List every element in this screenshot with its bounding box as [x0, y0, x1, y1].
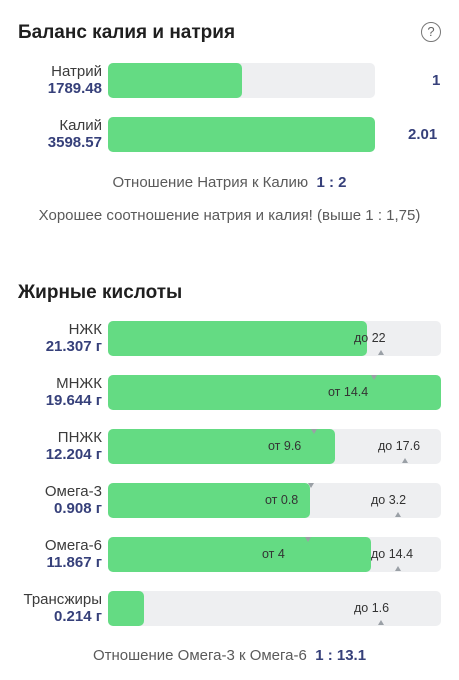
ratio-value: 1 : 2: [316, 174, 347, 191]
question-circle-icon[interactable]: ?: [421, 22, 441, 42]
ratio-label: Отношение Натрия к Калию: [112, 174, 309, 191]
min-norm-label: от 14.4: [328, 385, 369, 399]
omega-ratio-line: Отношение Омега-3 к Омега-6 1 : 13.1: [0, 645, 459, 667]
fatty-acid-value: 11.867 г: [46, 554, 102, 571]
omega-ratio-value: 1 : 13.1: [315, 647, 367, 664]
sodium-value: 1789.48: [47, 80, 102, 97]
fatty-acid-value: 19.644 г: [45, 392, 102, 409]
fatty-acid-value: 0.908 г: [54, 500, 102, 517]
fatty-acid-label: НЖК 21.307 г: [46, 321, 102, 355]
fatty-acid-bar-fill: [108, 321, 367, 356]
min-norm-marker: [311, 429, 317, 434]
sodium-label: Натрий: [51, 63, 102, 80]
fatty-acid-name: Омега-3: [44, 483, 102, 500]
min-norm-label: от 9.6: [268, 439, 302, 453]
fatty-acid-bar-fill: [108, 537, 371, 572]
potassium-bar-fill: [108, 117, 375, 152]
fatty-acid-label: Омега-6 11.867 г: [45, 537, 102, 571]
fatty-acid-bar-fill: [108, 429, 335, 464]
fatty-acid-value: 12.204 г: [45, 446, 102, 463]
fatty-acid-label: ПНЖК 12.204 г: [46, 429, 102, 463]
fatty-acid-name: Омега-6: [44, 537, 102, 554]
fatty-acid-value: 0.214 г: [54, 608, 102, 625]
min-norm-marker: [308, 483, 314, 488]
max-norm-marker: [378, 620, 384, 625]
fatty-acid-name: НЖК: [68, 321, 102, 338]
fatty-acid-bar-track: от 4 до 14.4: [108, 537, 441, 572]
fatty-acid-bar-track: от 14.4: [108, 375, 441, 410]
potassium-ratio: 2.01: [408, 126, 438, 143]
min-norm-marker: [305, 537, 311, 542]
sodium-ratio: 1: [432, 72, 441, 89]
max-norm-label: до 17.6: [378, 439, 421, 453]
max-norm-marker: [395, 566, 401, 571]
fatty-acid-label: Омега-3 0.908 г: [45, 483, 102, 517]
max-norm-marker: [395, 512, 401, 517]
fatty-acid-bar-fill: [108, 591, 144, 626]
fatty-acid-value: 21.307 г: [45, 338, 102, 355]
sodium-bar-fill: [108, 63, 242, 98]
sodium-potassium-ratio-line: Отношение Натрия к Калию 1 : 2: [0, 172, 459, 194]
fatty-acid-bar-track: от 9.6 до 17.6: [108, 429, 441, 464]
max-norm-label: до 22: [354, 331, 386, 345]
fatty-acid-name: Трансжиры: [23, 591, 103, 608]
fatty-acid-bar-fill: [108, 483, 310, 518]
balance-message: Хорошее соотношение натрия и калия! (выш…: [38, 207, 421, 224]
potassium-label: Калий: [59, 117, 102, 134]
max-norm-label: до 1.6: [354, 601, 390, 615]
fatty-acid-bar-track: от 0.8 до 3.2: [108, 483, 441, 518]
omega-ratio-label: Отношение Омега-3 к Омега-6: [92, 647, 307, 664]
potassium-bar-track: [108, 117, 375, 152]
min-norm-label: от 0.8: [265, 493, 299, 507]
fatty-acid-bar-track: до 1.6: [108, 591, 441, 626]
potassium-sodium-title: Баланс калия и натрия: [18, 22, 236, 43]
max-norm-marker: [378, 350, 384, 355]
max-norm-label: до 14.4: [371, 547, 414, 561]
max-norm-marker: [402, 458, 408, 463]
potassium-value: 3598.57: [47, 134, 102, 151]
min-norm-marker: [371, 375, 377, 380]
fatty-acid-label: МНЖК 19.644 г: [46, 375, 102, 409]
fatty-acid-name: МНЖК: [56, 375, 102, 392]
fatty-acid-label: Трансжиры 0.214 г: [24, 591, 103, 625]
min-norm-label: от 4: [262, 547, 285, 561]
fatty-acid-bar-fill: [108, 375, 441, 410]
fatty-acid-name: ПНЖК: [57, 429, 102, 446]
fatty-acid-bar-track: до 22: [108, 321, 441, 356]
fatty-acids-title: Жирные кислоты: [18, 282, 183, 303]
sodium-bar-track: [108, 63, 375, 98]
max-norm-label: до 3.2: [371, 493, 407, 507]
